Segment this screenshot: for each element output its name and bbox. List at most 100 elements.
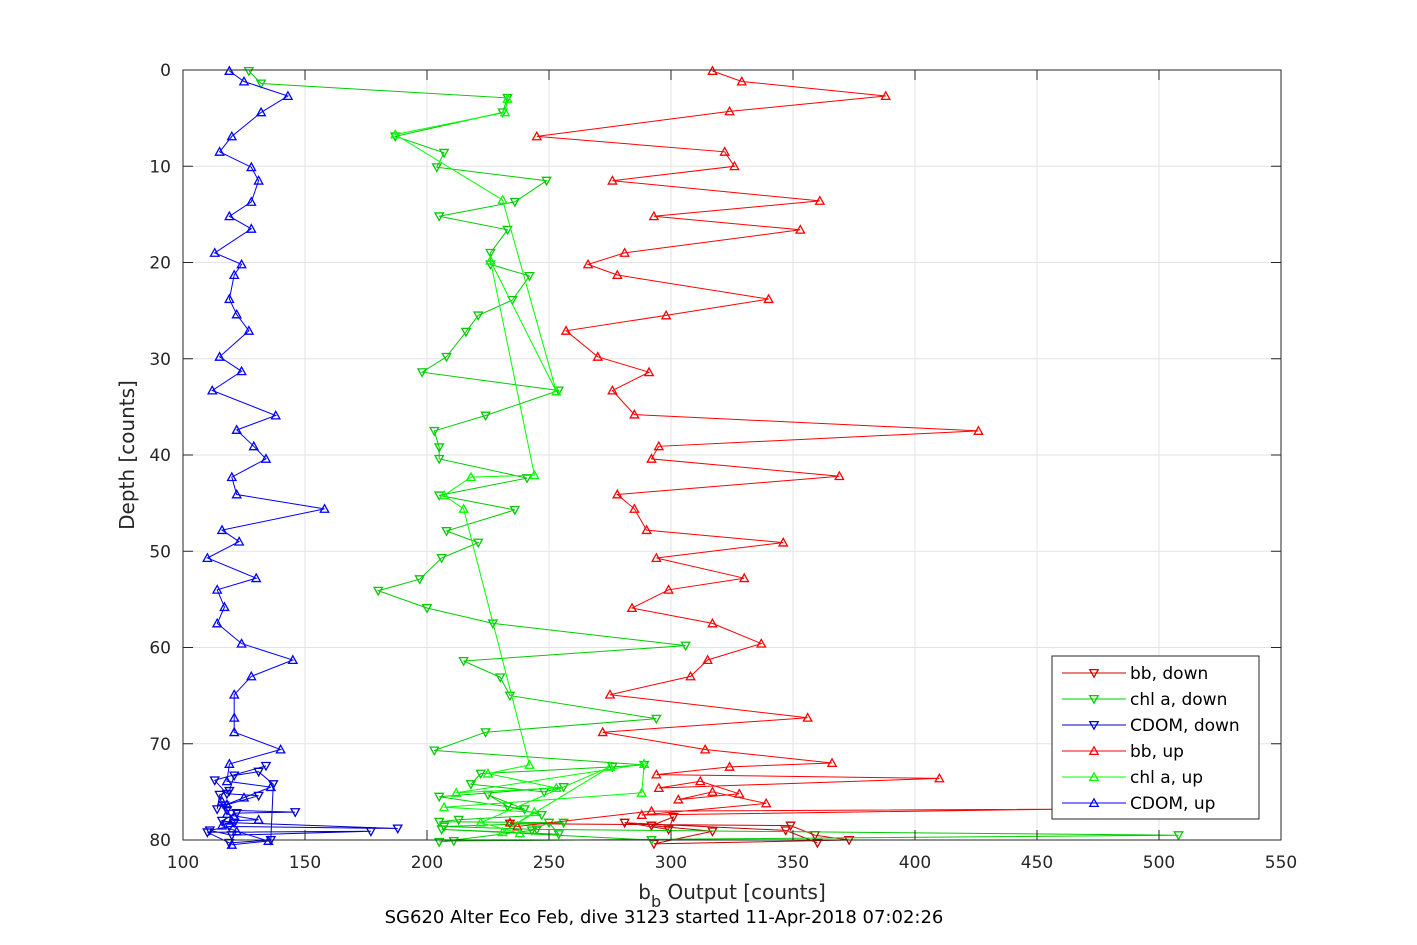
- data-point: [531, 130, 543, 141]
- data-point: [246, 196, 257, 206]
- data-point: [673, 794, 684, 804]
- x-axis-label: bb Output [counts]: [638, 880, 826, 911]
- data-point: [551, 782, 562, 793]
- data-point: [529, 469, 540, 480]
- data-point: [480, 411, 491, 422]
- legend-label: CDOM, up: [1130, 794, 1215, 814]
- data-point: [636, 787, 648, 797]
- data-point: [619, 247, 630, 257]
- legend-marker: [1088, 771, 1100, 782]
- data-point: [729, 160, 740, 171]
- data-point: [228, 726, 240, 737]
- series-line: [206, 70, 325, 846]
- y-tick-label: 30: [149, 350, 171, 370]
- data-point: [638, 758, 650, 768]
- data-point: [629, 409, 640, 419]
- data-point: [472, 538, 484, 549]
- data-point: [651, 769, 662, 779]
- data-point: [231, 308, 242, 319]
- data-point: [458, 503, 469, 513]
- data-point: [211, 584, 223, 594]
- data-point: [526, 826, 538, 836]
- data-point: [450, 787, 462, 797]
- data-point: [231, 488, 242, 499]
- data-point: [646, 805, 657, 816]
- data-point: [734, 788, 745, 798]
- data-point: [246, 223, 257, 233]
- series-bb-down: [504, 812, 855, 850]
- data-point: [372, 586, 384, 597]
- data-point: [231, 825, 242, 836]
- legend: bb, down chl a, down CDOM, down bb, up chl a…: [1051, 655, 1260, 820]
- data-point: [263, 835, 274, 845]
- data-point: [646, 821, 657, 832]
- data-point: [233, 536, 245, 546]
- data-point: [246, 670, 257, 681]
- data-point: [514, 827, 526, 838]
- data-point: [521, 474, 533, 484]
- data-point: [880, 90, 892, 100]
- data-point: [826, 757, 838, 768]
- data-point: [524, 759, 535, 769]
- data-point: [724, 761, 735, 771]
- data-point: [228, 810, 240, 820]
- data-point: [511, 820, 523, 831]
- data-point: [480, 728, 491, 738]
- legend-label: bb, up: [1130, 742, 1184, 762]
- x-tick-label: 500: [1143, 853, 1175, 873]
- data-point: [226, 130, 238, 141]
- data-point: [236, 365, 247, 376]
- data-point: [221, 775, 233, 786]
- data-point: [260, 761, 272, 772]
- data-point: [224, 65, 235, 75]
- y-tick-label: 50: [149, 542, 171, 562]
- x-tick-label: 550: [1265, 853, 1297, 873]
- series-cdom-up: [202, 65, 330, 849]
- y-tick-label: 60: [149, 639, 171, 659]
- data-point: [209, 247, 221, 257]
- x-tick-label: 400: [899, 853, 931, 873]
- data-point: [604, 689, 616, 699]
- data-point: [365, 827, 377, 837]
- data-point: [226, 831, 238, 841]
- data-point: [475, 769, 486, 780]
- data-point: [224, 210, 235, 221]
- data-point: [560, 325, 572, 335]
- data-point: [663, 584, 674, 594]
- data-point: [694, 775, 706, 786]
- x-tick-label: 450: [1021, 853, 1053, 873]
- data-point: [680, 641, 691, 652]
- data-point: [509, 505, 521, 516]
- data-point: [651, 552, 662, 562]
- y-axis-label: Depth [counts]: [115, 380, 139, 530]
- data-point: [707, 786, 718, 796]
- legend-entry: chl a, down: [1062, 690, 1227, 710]
- data-point: [780, 826, 791, 836]
- data-point: [202, 552, 213, 562]
- data-point: [494, 673, 506, 683]
- y-tick-label: 20: [149, 254, 171, 274]
- data-point: [834, 470, 845, 481]
- data-point: [607, 384, 618, 395]
- data-point: [282, 90, 294, 100]
- series-layer: [202, 65, 1184, 850]
- data-point: [214, 351, 225, 361]
- data-point: [702, 654, 713, 665]
- data-point: [465, 471, 477, 482]
- data-point: [499, 106, 511, 117]
- data-point: [433, 443, 445, 453]
- legend-entry: CDOM, up: [1062, 794, 1215, 814]
- legend-marker: [1088, 720, 1100, 731]
- data-point: [433, 454, 445, 465]
- figure-caption: SG620 Alter Eco Feb, dive 3123 started 1…: [385, 907, 944, 928]
- data-point: [763, 293, 774, 304]
- data-point: [448, 836, 460, 847]
- data-point: [246, 161, 257, 172]
- data-point: [250, 572, 262, 583]
- y-tick-label: 0: [160, 61, 171, 81]
- legend-label: chl a, up: [1130, 768, 1203, 788]
- data-point: [429, 746, 440, 757]
- data-point: [216, 524, 228, 535]
- data-point: [785, 821, 796, 832]
- data-point: [738, 572, 750, 583]
